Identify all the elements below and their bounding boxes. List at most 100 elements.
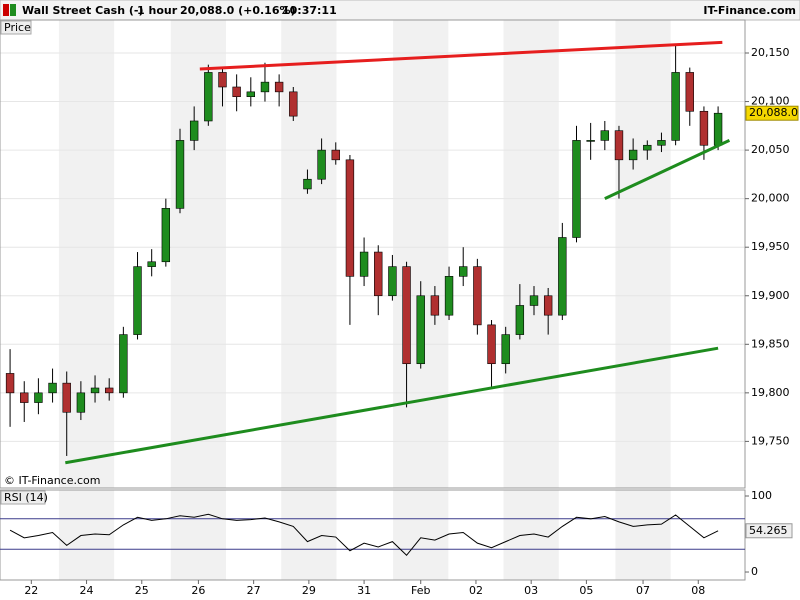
candle-body	[175, 140, 185, 209]
last-price-label: 20,088.0	[749, 106, 798, 119]
candle-body	[444, 276, 454, 316]
day-band	[615, 490, 671, 580]
candle-body	[416, 295, 425, 365]
candle-body	[133, 266, 142, 335]
candle-body	[62, 382, 71, 413]
candle-body	[529, 295, 539, 306]
x-tick-label: 08	[691, 584, 705, 597]
day-band	[170, 20, 227, 488]
candle-body	[345, 159, 355, 277]
candle-body	[614, 130, 624, 161]
candle-body	[374, 251, 383, 297]
x-tick-label: 25	[135, 584, 149, 597]
candle-body	[218, 72, 227, 88]
candle-body	[388, 266, 397, 297]
x-tick-label: 22	[24, 584, 38, 597]
x-tick-label: 27	[247, 584, 261, 597]
y-tick-label: 20,100	[751, 95, 790, 108]
trend-line	[65, 346, 719, 465]
candle-body	[643, 144, 652, 151]
x-tick-label: 02	[469, 584, 483, 597]
source: IT-Finance.com	[703, 4, 796, 17]
candle-body	[48, 382, 57, 394]
quote: 20,088.0 (+0.16%)	[180, 4, 296, 17]
candle-body	[600, 130, 610, 141]
rsi-title: RSI (14)	[4, 491, 48, 504]
rsi-last-label: 54.265	[749, 524, 788, 537]
y-tick-label: 19,750	[751, 434, 790, 447]
candle-body	[331, 149, 340, 161]
y-tick-label: 100	[751, 489, 772, 502]
candle-body	[699, 110, 709, 146]
candle-body	[161, 208, 171, 263]
candle-body	[402, 266, 411, 365]
candle-body	[628, 149, 638, 161]
icon	[3, 4, 9, 16]
rsi-last-box	[745, 523, 793, 539]
rsi-line	[9, 513, 719, 557]
candle-body	[274, 81, 284, 93]
candle-body	[713, 112, 723, 146]
price-label-box	[0, 20, 32, 35]
day-band	[393, 20, 449, 488]
candle-body	[303, 178, 312, 190]
candle-body	[586, 140, 595, 142]
x-tick-label: 24	[80, 584, 94, 597]
x-tick-label: 07	[636, 584, 650, 597]
time: 10:37:11	[282, 4, 337, 17]
candle-body	[317, 149, 326, 180]
x-tick-label: 05	[579, 584, 593, 597]
day-band	[503, 20, 559, 488]
candle-body	[657, 140, 666, 146]
icon	[10, 4, 16, 16]
x-tick-label: 26	[191, 584, 205, 597]
candle-body	[119, 334, 128, 394]
candle-body	[246, 91, 255, 98]
x-tick-label: 03	[524, 584, 538, 597]
candle-body	[359, 251, 369, 277]
y-tick-label: 19,950	[751, 240, 790, 253]
x-tick-label: 31	[357, 584, 371, 597]
candle-body	[459, 266, 468, 277]
candle-body	[501, 334, 510, 365]
price-label: Price	[4, 21, 31, 34]
candle-body	[260, 81, 270, 93]
interval: 1 hour	[137, 4, 178, 17]
rsi-frame	[0, 489, 746, 581]
y-tick-label: 20,150	[751, 46, 790, 59]
candle-body	[289, 91, 298, 117]
y-tick-label: 0	[751, 565, 758, 578]
y-tick-label: 19,800	[751, 386, 790, 399]
candle-body	[5, 373, 15, 394]
y-tick-label: 19,900	[751, 289, 790, 302]
candle-body	[487, 324, 496, 365]
candle-body	[572, 140, 581, 238]
trend-line	[199, 40, 723, 71]
candle-body	[105, 387, 114, 394]
x-tick-label: 29	[302, 584, 316, 597]
candle-body	[515, 305, 525, 335]
trend-line	[604, 139, 731, 201]
candle-body	[90, 387, 100, 394]
day-band	[393, 490, 449, 580]
y-tick-label: 20,050	[751, 143, 790, 156]
last-price-box	[745, 105, 799, 121]
day-band	[281, 490, 337, 580]
copyright: © IT-Finance.com	[4, 474, 101, 487]
candle-body	[543, 295, 553, 316]
candle-body	[20, 392, 29, 403]
candle-body	[204, 72, 213, 122]
y-tick-label: 20,000	[751, 192, 790, 205]
candle-body	[232, 86, 241, 98]
candle-body	[34, 392, 43, 403]
candle-body	[671, 72, 680, 141]
candle-body	[147, 261, 156, 267]
y-tick-label: 19,850	[751, 337, 790, 350]
day-band	[170, 490, 227, 580]
candle-body	[685, 72, 694, 112]
day-band	[503, 490, 559, 580]
candle-body	[558, 237, 567, 316]
instrument: Wall Street Cash (-)	[22, 4, 143, 17]
candle-body	[473, 266, 482, 326]
